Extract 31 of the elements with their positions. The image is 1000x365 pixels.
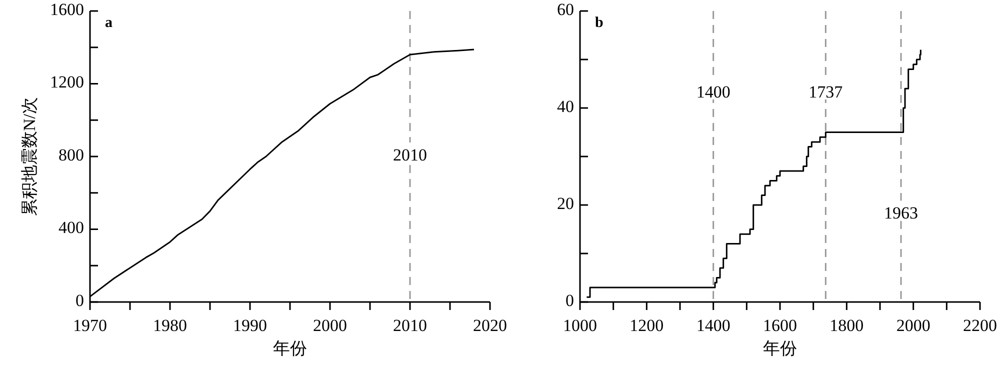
x-tick-label: 2020 [473, 316, 507, 335]
y-tick-label: 800 [58, 145, 84, 164]
annotation: a [105, 15, 113, 31]
x-tick-label: 1800 [830, 316, 864, 335]
x-tick-label: 2010 [393, 316, 427, 335]
annotation: 1963 [884, 204, 918, 223]
annotation: 1737 [808, 82, 844, 102]
y-tick-label: 20 [557, 194, 574, 213]
y-tick-label: 40 [557, 96, 574, 116]
x-tick-label: 1970 [73, 316, 107, 335]
x-tick-label: 1400 [696, 316, 730, 335]
y-tick-label: 1200 [50, 72, 84, 92]
x-tick-label: 2000 [313, 316, 347, 335]
x-axis-title: 年份 [763, 339, 797, 358]
annotation: 1400 [696, 82, 730, 102]
x-tick-label: 1600 [763, 316, 797, 335]
y-tick-label: 1600 [50, 0, 84, 19]
x-tick-label: 1980 [153, 316, 187, 335]
x-tick-label: 1000 [563, 316, 597, 335]
y-tick-label: 400 [58, 218, 84, 238]
annotation: b [595, 15, 604, 31]
x-axis-title: 年份 [273, 339, 307, 358]
y-tick-label: 0 [76, 290, 84, 310]
y-tick-label: 0 [566, 290, 574, 310]
annotation: 2010 [393, 145, 427, 164]
x-tick-label: 2200 [963, 316, 997, 335]
x-tick-label: 2000 [896, 316, 930, 335]
y-tick-label: 60 [557, 0, 574, 19]
x-tick-label: 1990 [233, 316, 267, 335]
x-tick-label: 1200 [630, 316, 664, 335]
y-axis-title: 累积地震数N/次 [20, 97, 39, 216]
